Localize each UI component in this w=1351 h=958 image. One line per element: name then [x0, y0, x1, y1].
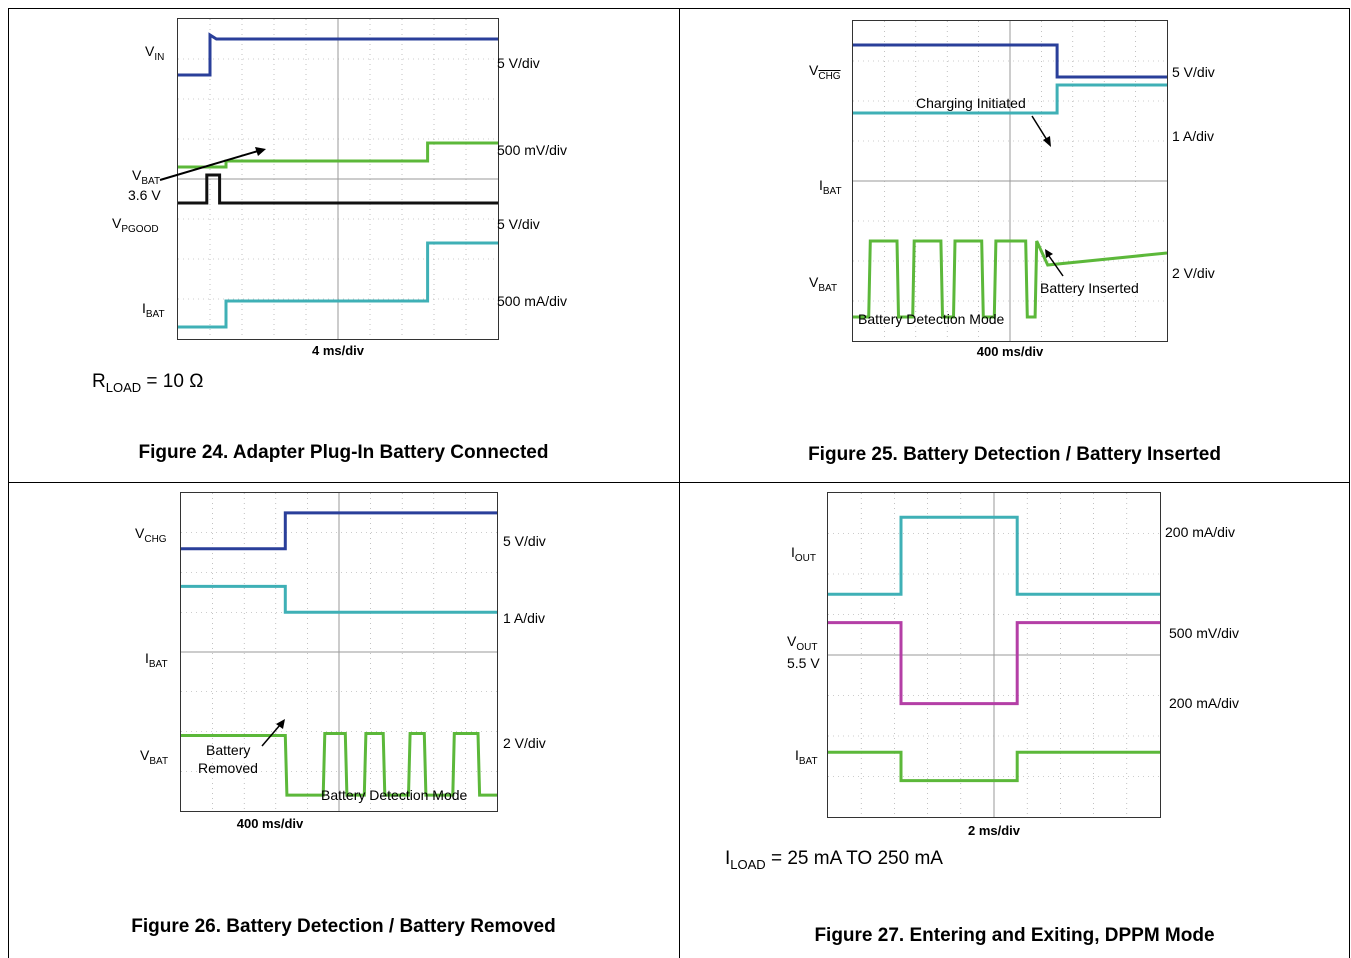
- trace-vbat: [853, 239, 1167, 319]
- scope-screen-24: [177, 18, 499, 340]
- scale-ibat: 1 A/div: [503, 610, 546, 626]
- trace-ibat: [853, 83, 1167, 115]
- scope-grid: [181, 493, 497, 811]
- caption-25: Figure 25. Battery Detection / Battery I…: [808, 444, 1221, 465]
- scale-vchg: 5 V/div: [503, 533, 546, 549]
- annotation-battery-inserted: Battery Inserted: [1040, 280, 1139, 296]
- timebase-27: 2 ms/div: [967, 823, 1021, 838]
- scope-grid: [828, 493, 1160, 817]
- annotation-battery: Battery: [206, 742, 251, 758]
- annotation-battery-detection-mode: Battery Detection Mode: [321, 787, 468, 803]
- scale-vbat: 2 V/div: [503, 735, 546, 751]
- timebase-25: 400 ms/div: [976, 344, 1044, 359]
- annotation-removed: Removed: [198, 760, 258, 776]
- scope-screen-26: [180, 492, 498, 812]
- scale-vbat: 500 mV/div: [497, 142, 568, 158]
- left-border: [8, 8, 9, 958]
- scale-ibat: 500 mA/div: [497, 293, 568, 309]
- trace-iout: [828, 515, 1160, 596]
- figure-25: VCHG IBAT VBAT Charging Initiated Batter…: [679, 8, 1350, 482]
- center-divider: [679, 8, 680, 958]
- trace-vbat: [181, 732, 497, 797]
- caption-26: Figure 26. Battery Detection / Battery R…: [131, 916, 556, 937]
- label-ibat: IBAT: [145, 650, 168, 670]
- trace-ibat: [828, 750, 1160, 783]
- caption-24: Figure 24. Adapter Plug-In Battery Conne…: [138, 442, 549, 463]
- label-vbat-value: 3.6 V: [128, 187, 161, 203]
- timebase-24: 4 ms/div: [311, 343, 365, 358]
- label-ibat: IBAT: [142, 300, 165, 320]
- scale-vchg: 5 V/div: [1172, 64, 1215, 80]
- label-vchg: VCHG: [809, 62, 841, 82]
- scale-vin: 5 V/div: [497, 55, 540, 71]
- annotation-charging-initiated: Charging Initiated: [916, 95, 1026, 111]
- caption-27: Figure 27. Entering and Exiting, DPPM Mo…: [814, 925, 1215, 946]
- scope-grid: [178, 19, 498, 339]
- figure-27: IOUT VOUT 5.5 V IBAT 200 mA/div 500 mV/d…: [679, 482, 1350, 958]
- label-vbat: VBAT: [809, 274, 838, 294]
- scope-plot-25: [853, 21, 1167, 341]
- scale-ibat: 1 A/div: [1172, 128, 1215, 144]
- scale-ibat: 200 mA/div: [1169, 695, 1240, 711]
- iload-note: ILOAD = 25 mA TO 250 mA: [725, 848, 943, 872]
- scope-plot-27: [828, 493, 1160, 817]
- scale-vout: 500 mV/div: [1169, 625, 1240, 641]
- scope-screen-27: [827, 492, 1161, 818]
- scale-iout: 200 mA/div: [1165, 524, 1236, 540]
- label-vbat: VBAT: [140, 747, 169, 767]
- trace-ibat: [181, 584, 497, 614]
- trace-ibat: [178, 241, 498, 329]
- rload-note: RLOAD = 10 Ω: [92, 371, 204, 395]
- label-vpgood: VPGOOD: [112, 215, 159, 235]
- scale-vpgood: 5 V/div: [497, 216, 540, 232]
- label-iout: IOUT: [791, 544, 816, 564]
- figure-26: VCHG IBAT VBAT Battery Removed Battery D…: [8, 482, 679, 958]
- trace-vout: [828, 621, 1160, 706]
- trace-vchg: [853, 43, 1167, 79]
- label-vbat: VBAT: [132, 167, 161, 187]
- scope-plot-26: [181, 493, 497, 811]
- trace-vin: [178, 32, 498, 77]
- label-ibat: IBAT: [819, 177, 842, 197]
- timebase-26: 400 ms/div: [236, 816, 304, 831]
- label-vout: VOUT: [787, 633, 818, 653]
- annotation-battery-detection-mode: Battery Detection Mode: [858, 311, 1005, 327]
- middle-divider: [8, 482, 1350, 483]
- scope-grid: [853, 21, 1167, 341]
- scope-screen-25: [852, 20, 1168, 342]
- trace-vchg: [181, 511, 497, 551]
- scale-vbat: 2 V/div: [1172, 265, 1215, 281]
- right-border: [1349, 8, 1350, 958]
- label-vout-value: 5.5 V: [787, 655, 820, 671]
- label-ibat: IBAT: [795, 747, 818, 767]
- top-border: [8, 8, 1350, 9]
- figure-24: VIN VBAT 3.6 V VPGOOD IBAT 5 V/div 500 m…: [8, 8, 679, 482]
- label-vin: VIN: [145, 43, 165, 63]
- scope-plot-24: [178, 19, 498, 339]
- label-vchg: VCHG: [135, 525, 167, 545]
